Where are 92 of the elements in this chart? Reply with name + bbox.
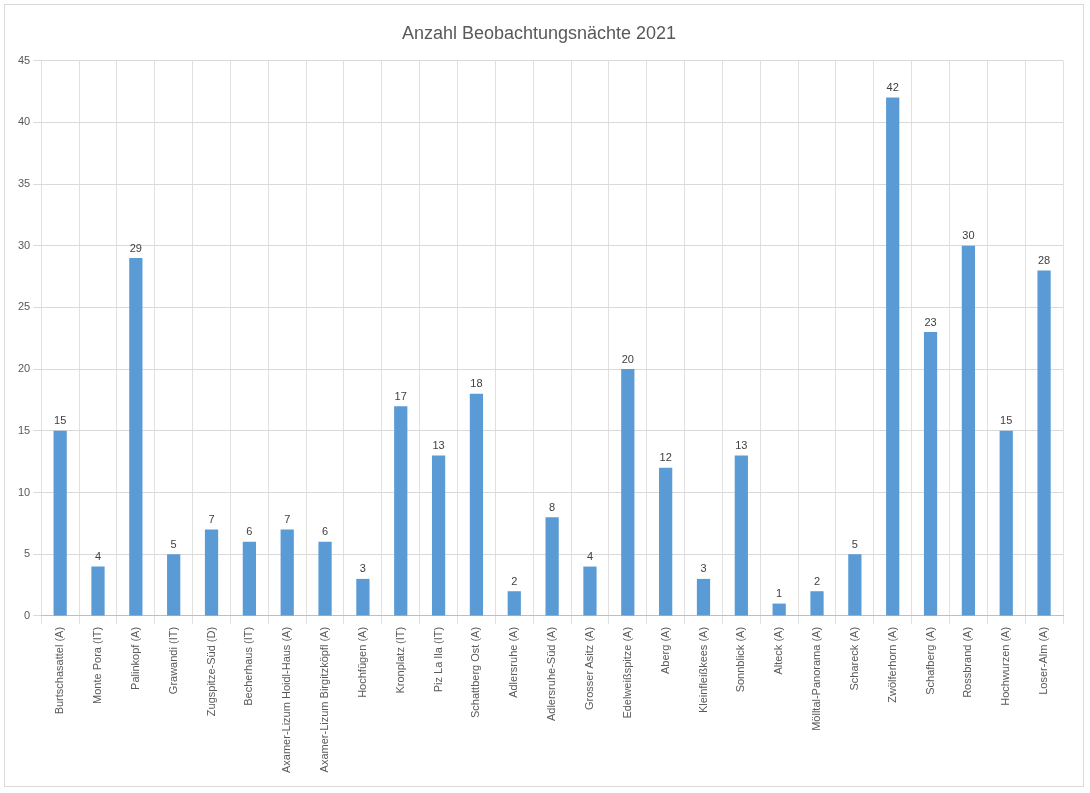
y-tick-label: 45: [17, 53, 31, 66]
bar: [1037, 270, 1051, 616]
x-tick-label: Burtschasattel (A): [53, 626, 66, 715]
bar: [848, 554, 862, 616]
x-tick-label: Loser-Alm (A): [1037, 626, 1050, 695]
bar: [242, 541, 256, 616]
x-tick-label: Piz La Ila (IT): [431, 626, 444, 693]
bar: [961, 245, 976, 616]
x-tick-label: Schattberg Ost (A): [469, 626, 482, 719]
data-label: 2: [813, 574, 821, 587]
bar: [356, 578, 370, 616]
x-tick-label: Mölltal-Panorama (A): [810, 626, 823, 731]
data-label: 7: [284, 513, 291, 526]
y-tick-label: 25: [17, 300, 31, 313]
bar: [923, 332, 938, 616]
data-label: 3: [359, 562, 366, 575]
data-label: 18: [470, 377, 483, 390]
data-label: 2: [511, 574, 518, 587]
bar: [810, 591, 824, 616]
y-tick-label: 20: [17, 362, 31, 375]
bar: [167, 554, 181, 616]
data-label: 6: [322, 525, 329, 538]
bar: [431, 455, 446, 616]
data-label: 15: [1000, 414, 1013, 427]
data-label: 12: [659, 451, 672, 464]
bar: [583, 566, 597, 616]
x-tick-label: Axamer-Lizum Birgitzköpfl (A): [318, 626, 331, 773]
data-label: 4: [94, 550, 102, 563]
data-label: 29: [129, 241, 142, 254]
bar: [886, 97, 900, 616]
bar: [280, 529, 294, 616]
x-tick-label: Palinkopf (A): [128, 626, 141, 690]
x-tick-label: Rossbrand (A): [961, 626, 974, 698]
data-label: 8: [549, 500, 556, 513]
bar: [734, 455, 748, 616]
data-label: 5: [170, 537, 177, 550]
data-label: 15: [54, 414, 67, 427]
x-tick-label: Hochfügen (A): [355, 626, 368, 698]
data-label: 7: [208, 513, 215, 526]
chart-title: Anzahl Beobachtungsnächte 2021: [401, 22, 677, 43]
data-label: 13: [735, 439, 748, 452]
bar: [696, 578, 711, 616]
data-label: 5: [851, 537, 858, 550]
data-label: 30: [962, 229, 975, 242]
data-label: 13: [432, 439, 445, 452]
x-tick-label: Zwölferhorn (A): [885, 626, 898, 703]
bar: [53, 430, 67, 616]
x-tick-label: Aberg (A): [658, 626, 671, 674]
x-tick-label: Grosser Asitz (A): [582, 626, 595, 711]
bar: [621, 369, 635, 616]
y-tick-label: 15: [17, 423, 31, 436]
y-tick-label: 30: [17, 238, 31, 251]
bar: [469, 393, 484, 616]
x-tick-label: Adlersruhe (A): [507, 626, 520, 698]
data-label: 20: [621, 352, 634, 365]
bar: [394, 406, 408, 616]
data-label: 28: [1037, 253, 1051, 266]
bar: [772, 603, 786, 616]
x-tick-label: Hochwurzen (A): [999, 626, 1012, 706]
x-tick-label: Kronplatz (IT): [393, 626, 406, 694]
bar: [204, 529, 219, 616]
data-label: 23: [924, 315, 937, 328]
x-tick-label: Schafberg (A): [923, 626, 936, 695]
x-tick-label: Edelweißspitze (A): [620, 626, 633, 719]
x-tick-label: Zugspitze-Süd (D): [204, 626, 217, 717]
data-label: 42: [886, 81, 899, 94]
data-label: 6: [246, 525, 253, 538]
x-tick-label: Schareck (A): [847, 626, 860, 691]
x-tick-label: Becherhaus (IT): [242, 626, 255, 706]
y-tick-label: 0: [24, 608, 31, 621]
bar: [659, 467, 673, 616]
data-label: 3: [700, 562, 707, 575]
bar: [545, 517, 559, 616]
bar: [91, 566, 105, 616]
x-tick-label: Sonnblick (A): [734, 626, 747, 693]
y-tick-label: 35: [17, 177, 31, 190]
bar: [129, 258, 143, 616]
y-tick-label: 10: [17, 485, 31, 498]
data-label: 4: [586, 550, 594, 563]
x-tick-label: Adlersruhe-Süd (A): [545, 626, 558, 722]
x-tick-label: Monte Pora (IT): [91, 626, 104, 704]
y-tick-label: 5: [24, 547, 31, 560]
x-tick-label: Kleinfleißkees (A): [696, 626, 709, 714]
x-tick-label: Grawandi (IT): [166, 626, 179, 695]
bar: [507, 591, 521, 616]
data-label: 17: [394, 389, 407, 402]
y-tick-label: 40: [17, 115, 31, 128]
bar: [318, 541, 332, 616]
data-label: 1: [776, 587, 783, 600]
x-tick-label: Axamer-Lizum Hoidl-Haus (A): [280, 626, 293, 774]
x-tick-label: Alteck (A): [772, 626, 785, 675]
bar: [999, 430, 1013, 616]
